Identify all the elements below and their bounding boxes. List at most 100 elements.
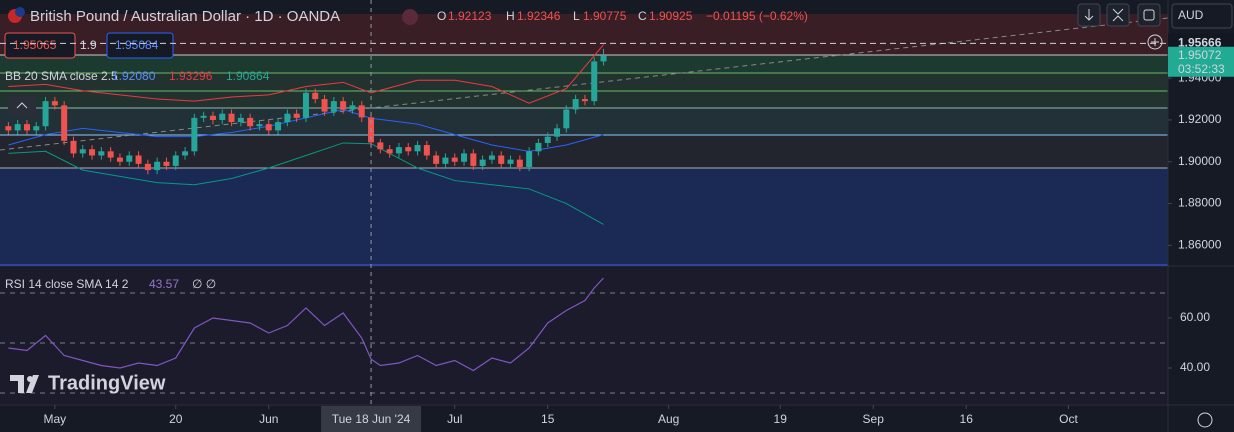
candle-body xyxy=(479,159,486,166)
candle-body xyxy=(498,155,505,164)
fullscreen-button[interactable] xyxy=(1137,3,1161,27)
candle-body xyxy=(321,99,328,112)
currency: AUD xyxy=(1178,8,1204,22)
candle-body xyxy=(126,155,133,162)
ohlc-value: 1.90775 xyxy=(583,9,627,23)
last-price: 1.95072 xyxy=(1178,48,1222,62)
candle-body xyxy=(377,142,384,150)
sell-price: 1.95065 xyxy=(13,38,57,52)
candle-body xyxy=(61,105,68,141)
candle-body xyxy=(237,117,244,123)
bb-line xyxy=(8,44,604,104)
y-tick-label: 1.90000 xyxy=(1178,154,1222,168)
zone xyxy=(0,14,1168,55)
x-tick-label: Sep xyxy=(863,412,885,426)
x-tick-label: Oct xyxy=(1059,412,1078,426)
candle-body xyxy=(14,124,21,131)
candle-body xyxy=(302,92,309,118)
collapse-button[interactable] xyxy=(1106,3,1130,27)
x-tick-label: Aug xyxy=(658,412,679,426)
ohlc-label: H xyxy=(506,9,515,23)
collapse-legend[interactable] xyxy=(8,95,36,115)
y-tick-label: 40.00 xyxy=(1180,360,1210,374)
bb-reading: 1.93296 xyxy=(169,69,213,83)
price-label: 1.95666 xyxy=(1178,36,1222,50)
add-button[interactable] xyxy=(1147,34,1163,50)
candle-body xyxy=(172,155,179,166)
candle-body xyxy=(191,117,198,152)
candle-body xyxy=(526,151,533,167)
icon xyxy=(1084,9,1094,21)
rsi-label[interactable]: RSI 14 close SMA 14 2 xyxy=(5,277,129,291)
x-tick-label: 20 xyxy=(169,412,183,426)
y-tick-label: 1.86000 xyxy=(1178,238,1222,252)
candle-body xyxy=(563,109,570,129)
rsi-extra: ∅ ∅ xyxy=(192,277,216,291)
bb-reading: 1.90864 xyxy=(226,69,270,83)
candle-body xyxy=(554,128,561,137)
sell-button[interactable] xyxy=(4,32,76,59)
currency-select[interactable] xyxy=(1171,3,1233,29)
candle-body xyxy=(544,136,551,143)
candle-body xyxy=(581,99,588,102)
candle-body xyxy=(340,101,347,110)
crosshair-label-box xyxy=(321,406,422,432)
ohlc-value: 1.92346 xyxy=(517,9,561,23)
ohlc-label: L xyxy=(573,9,580,23)
countdown: 03:52:33 xyxy=(1178,62,1225,76)
zone xyxy=(0,168,1168,265)
candle-body xyxy=(488,155,495,160)
symbol-title[interactable]: British Pound / Australian Dollar · 1D ·… xyxy=(30,8,340,25)
crosshair-label: Tue 18 Jun '24 xyxy=(332,412,411,426)
spread: 1.9 xyxy=(80,38,97,52)
ohlc-label: C xyxy=(638,9,647,23)
x-tick-label: 15 xyxy=(541,412,555,426)
buy-button[interactable] xyxy=(106,32,174,59)
bb-reading: 1.92080 xyxy=(112,69,156,83)
candle-body xyxy=(386,149,393,154)
candle-body xyxy=(116,157,123,162)
y-tick-label: 1.92000 xyxy=(1178,112,1222,126)
candle-body xyxy=(395,147,402,154)
icon xyxy=(1143,9,1155,21)
x-tick-label: Jul xyxy=(447,412,462,426)
bb-label[interactable]: BB 20 SMA close 2.5 xyxy=(5,69,118,83)
bb-line xyxy=(8,142,604,225)
candle-body xyxy=(470,153,477,166)
candle-body xyxy=(247,117,254,127)
candle-body xyxy=(219,113,226,120)
candle-body xyxy=(265,124,272,131)
zone xyxy=(0,108,1168,135)
candle-body xyxy=(144,163,151,171)
candle-body xyxy=(312,92,319,100)
settings-button[interactable] xyxy=(1197,412,1213,428)
candle-body xyxy=(349,105,356,110)
icon xyxy=(16,102,28,109)
last-price-box xyxy=(1168,46,1234,77)
candle-body xyxy=(293,113,300,118)
ohlc-value: 1.92123 xyxy=(448,9,492,23)
candle-body xyxy=(89,149,96,156)
x-tick-label: Jun xyxy=(259,412,278,426)
x-tick-label: 19 xyxy=(774,412,788,426)
x-tick-label: May xyxy=(44,412,67,426)
indicator-icon[interactable] xyxy=(402,9,418,25)
logo-icon xyxy=(27,376,33,382)
candle-body xyxy=(442,157,449,164)
candle-body xyxy=(284,113,291,123)
rsi-line xyxy=(8,277,604,372)
candle-body xyxy=(423,145,430,156)
y-tick-label: 60.00 xyxy=(1180,310,1210,324)
logo[interactable]: TradingView xyxy=(48,372,166,394)
zone xyxy=(0,55,1168,73)
candle-body xyxy=(516,159,523,167)
candle-body xyxy=(98,151,105,156)
x-tick-label: 16 xyxy=(960,412,974,426)
ohlc-value: 1.90925 xyxy=(649,9,693,23)
candle-body xyxy=(405,147,412,152)
candle-body xyxy=(79,149,86,154)
icon xyxy=(1151,38,1159,46)
candle-body xyxy=(154,161,161,171)
symbol-flag xyxy=(15,7,25,17)
